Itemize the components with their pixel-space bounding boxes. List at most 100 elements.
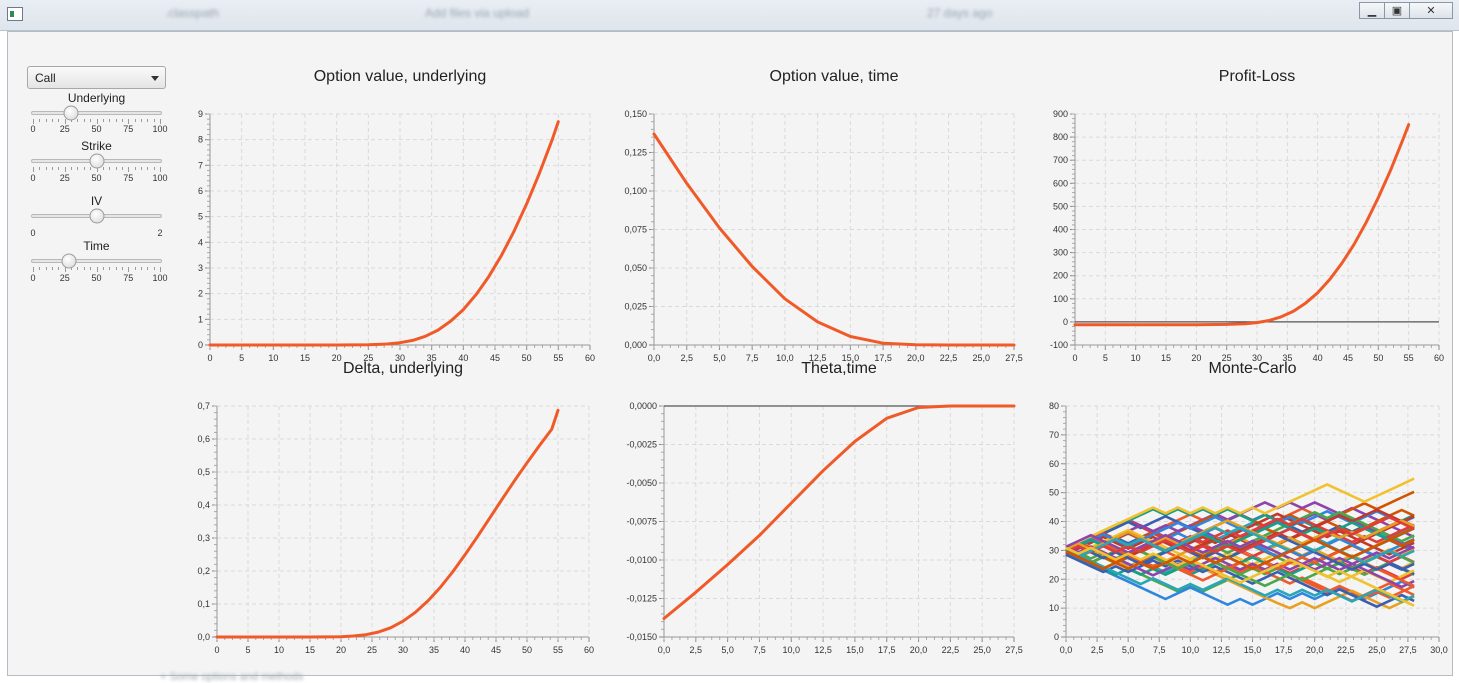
- x-tick-label: 2,5: [690, 645, 703, 655]
- x-tick-label: 35: [429, 645, 439, 655]
- y-tick-label: 1: [198, 314, 203, 324]
- minimize-button[interactable]: ▁: [1359, 2, 1385, 19]
- iv-tick-label: 2: [157, 228, 163, 238]
- x-tick-label: 0: [214, 645, 219, 655]
- profit-loss-chart-title: Profit-Loss: [1218, 68, 1296, 85]
- x-tick-label: 7,5: [753, 645, 766, 655]
- iv-slider-thumb[interactable]: [89, 208, 104, 224]
- y-tick-label: 9: [198, 109, 203, 119]
- x-tick-label: 25: [363, 353, 373, 363]
- x-tick-label: 10: [268, 353, 278, 363]
- x-tick-label: 17,5: [874, 353, 892, 363]
- x-tick-label: 10,0: [776, 353, 794, 363]
- time-slider-thumb[interactable]: [61, 253, 77, 269]
- underlying-slider-track[interactable]: [31, 111, 162, 115]
- x-tick-label: 35: [427, 353, 437, 363]
- y-tick-label: 50: [1049, 488, 1059, 498]
- x-tick-label: 25: [1222, 353, 1232, 363]
- x-tick-label: 27,5: [1005, 645, 1023, 655]
- background-text-1: .classpath: [165, 6, 220, 20]
- time-slider-track[interactable]: [31, 259, 162, 263]
- x-tick-label: 17,5: [878, 645, 896, 655]
- y-tick-label: 400: [1053, 225, 1068, 235]
- x-tick-label: 2,5: [1091, 645, 1104, 655]
- x-tick-label: 12,5: [814, 645, 832, 655]
- maximize-button[interactable]: ▣: [1384, 2, 1410, 19]
- y-tick-label: 10: [1049, 603, 1059, 613]
- y-tick-label: 0,050: [624, 263, 647, 273]
- close-button[interactable]: ✕: [1409, 2, 1453, 19]
- monte-carlo-path: [1065, 533, 1415, 572]
- x-tick-label: 60: [584, 645, 594, 655]
- minimize-icon: ▁: [1367, 5, 1377, 17]
- x-tick-label: 15: [1161, 353, 1171, 363]
- x-tick-label: 50: [522, 645, 532, 655]
- app-icon: [7, 7, 23, 21]
- underlying-tick-label: 0: [30, 124, 36, 134]
- underlying-slider-thumb[interactable]: [63, 105, 79, 121]
- x-tick-label: 30: [1252, 353, 1262, 363]
- window-titlebar: .classpath Add files via upload 27 days …: [0, 0, 1459, 31]
- y-tick-label: -0,0025: [626, 440, 657, 450]
- y-tick-label: 2: [198, 289, 203, 299]
- window-buttons: ▁ ▣ ✕: [1359, 2, 1453, 21]
- y-tick-label: 600: [1053, 178, 1068, 188]
- y-tick-label: 60: [1049, 459, 1059, 469]
- y-tick-label: -0,0125: [626, 594, 657, 604]
- background-text-2: Add files via upload: [425, 6, 530, 20]
- strike-slider-thumb[interactable]: [89, 153, 104, 169]
- x-tick-label: 0: [207, 353, 212, 363]
- y-tick-label: 0,1: [197, 599, 210, 609]
- underlying-tick-label: 75: [123, 124, 134, 134]
- x-tick-label: 20: [1191, 353, 1201, 363]
- monte-carlo-path: [1065, 553, 1415, 609]
- option-type-combobox[interactable]: Call: [27, 66, 166, 89]
- x-tick-label: 60: [1434, 353, 1444, 363]
- x-tick-label: 35: [1282, 353, 1292, 363]
- x-tick-label: 20,0: [907, 353, 925, 363]
- y-tick-label: -100: [1050, 340, 1068, 350]
- y-tick-label: 7: [198, 160, 203, 170]
- option-type-value: Call: [35, 71, 56, 85]
- x-tick-label: 7,5: [1153, 645, 1166, 655]
- time-tick-label: 100: [152, 273, 168, 283]
- y-tick-label: 0,025: [624, 302, 647, 312]
- x-tick-label: 15,0: [846, 645, 864, 655]
- x-tick-label: 22,5: [940, 353, 958, 363]
- x-tick-label: 20,0: [910, 645, 928, 655]
- y-tick-label: 800: [1053, 132, 1068, 142]
- x-tick-label: 25,0: [973, 645, 991, 655]
- time-tick-label: 50: [91, 273, 102, 283]
- y-tick-label: 0,0: [197, 632, 210, 642]
- monte-carlo-path: [1065, 548, 1415, 603]
- x-tick-label: 0: [1072, 353, 1077, 363]
- x-tick-label: 0,0: [1060, 645, 1073, 655]
- monte-carlo-path: [1065, 528, 1415, 584]
- strike-tick-label: 25: [59, 173, 70, 183]
- theta-time-plot: 0,0 2,5 5,0 7,5 10,0 12,5 15,0 17,5 20,0 22,5 25,0…: [626, 401, 1023, 655]
- theta-time-series-line: [662, 404, 1016, 620]
- underlying-tick-label: 50: [91, 124, 102, 134]
- underlying-slider-ticks: [33, 119, 161, 124]
- x-tick-label: 30,0: [1430, 645, 1448, 655]
- background-text-3: 27 days ago: [927, 6, 993, 20]
- time-tick-label: 75: [123, 273, 134, 283]
- x-tick-label: 15,0: [1244, 645, 1262, 655]
- iv-slider-label: IV: [90, 194, 103, 208]
- strike-slider-label: Strike: [81, 139, 112, 153]
- y-tick-label: 0,100: [624, 186, 647, 196]
- y-tick-label: 0,2: [197, 566, 210, 576]
- y-tick-label: 0,125: [624, 148, 647, 158]
- x-tick-label: 50: [1373, 353, 1383, 363]
- background-bottom-text: + Some options and methods: [160, 671, 304, 683]
- option-value-time-plot: 0,0 2,5 5,0 7,5 10,0 12,5 15,0 17,5 20,0 22,5 25,0…: [624, 109, 1022, 363]
- x-tick-label: 12,5: [1213, 645, 1231, 655]
- monte-carlo-path: [1065, 526, 1415, 564]
- theta-time-chart-title: Theta,time: [801, 360, 877, 377]
- y-tick-label: 700: [1053, 155, 1068, 165]
- x-tick-label: 12,5: [809, 353, 827, 363]
- close-icon: ✕: [1426, 5, 1436, 17]
- y-tick-label: 0,075: [624, 225, 647, 235]
- x-tick-label: 5: [1103, 353, 1108, 363]
